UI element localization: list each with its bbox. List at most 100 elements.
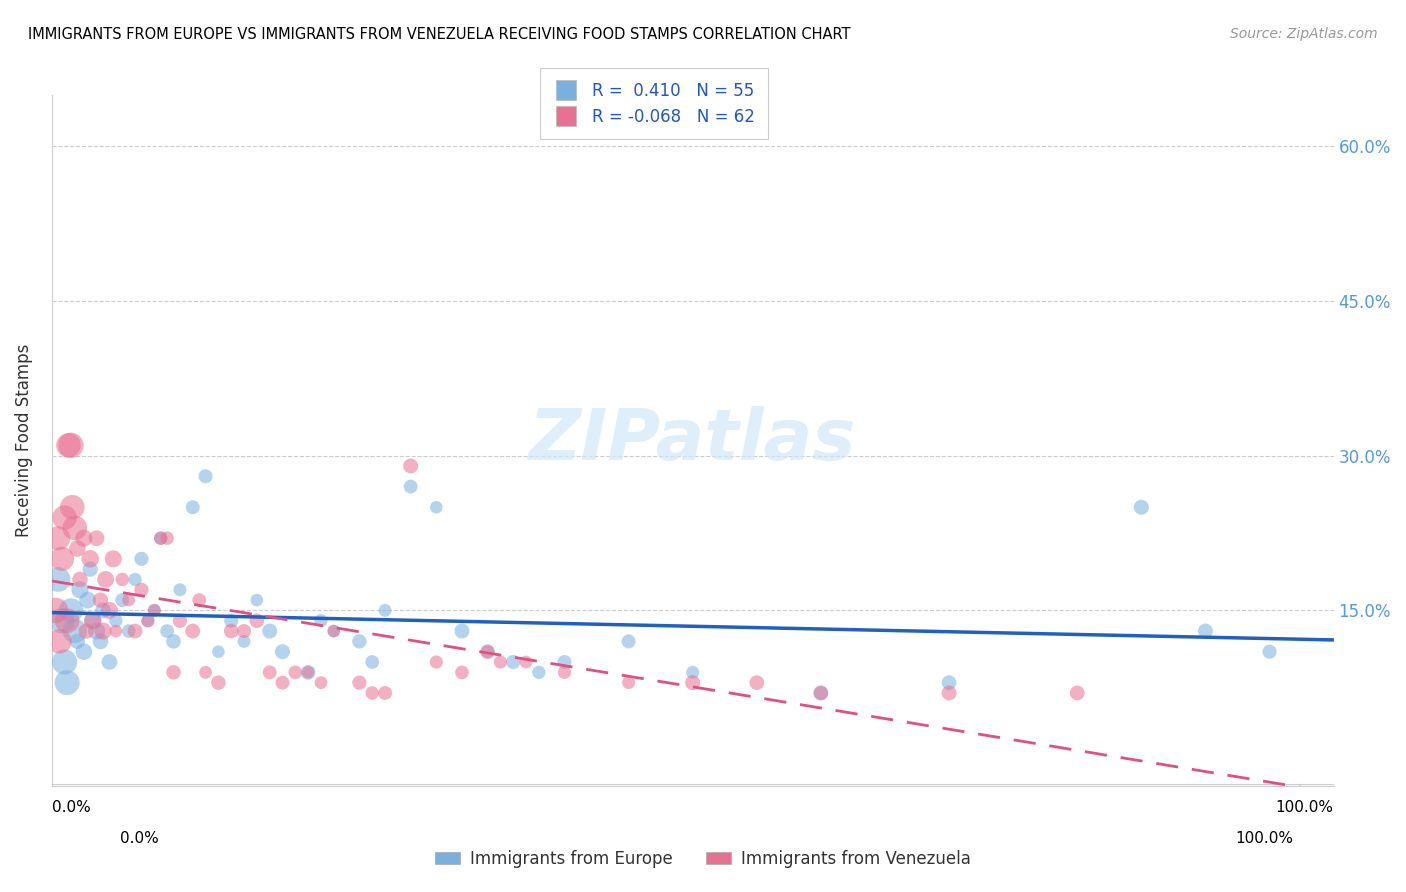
Point <box>219 624 242 638</box>
Point <box>91 624 114 638</box>
Point <box>131 551 153 566</box>
Point <box>56 675 79 690</box>
Y-axis label: Receiving Food Stamps: Receiving Food Stamps <box>15 343 32 537</box>
Point <box>118 593 141 607</box>
Point <box>86 531 108 545</box>
Point <box>82 614 104 628</box>
Point <box>233 634 256 648</box>
Point <box>104 614 127 628</box>
Point <box>399 480 422 494</box>
Text: 0.0%: 0.0% <box>120 831 159 846</box>
Point <box>51 614 73 628</box>
Point <box>309 675 332 690</box>
Point <box>94 573 117 587</box>
Legend: R =  0.410   N = 55, R = -0.068   N = 62: R = 0.410 N = 55, R = -0.068 N = 62 <box>540 69 768 139</box>
Point <box>89 634 111 648</box>
Point <box>374 686 396 700</box>
Point <box>425 500 447 515</box>
Point <box>60 500 83 515</box>
Point <box>451 665 474 680</box>
Point <box>527 665 550 680</box>
Point <box>188 593 211 607</box>
Point <box>181 500 204 515</box>
Point <box>259 665 281 680</box>
Point <box>374 603 396 617</box>
Point <box>48 634 70 648</box>
Point <box>1258 645 1281 659</box>
Point <box>82 614 104 628</box>
Text: 0.0%: 0.0% <box>52 799 90 814</box>
Point <box>66 541 89 556</box>
Point <box>682 665 704 680</box>
Point <box>149 531 172 545</box>
Point <box>156 531 179 545</box>
Point <box>271 645 294 659</box>
Point <box>73 531 96 545</box>
Point <box>297 665 319 680</box>
Point <box>938 675 960 690</box>
Point <box>361 686 384 700</box>
Point <box>56 614 79 628</box>
Point <box>63 521 86 535</box>
Point <box>810 686 832 700</box>
Point <box>207 675 229 690</box>
Point <box>1194 624 1216 638</box>
Point <box>59 603 82 617</box>
Point <box>104 624 127 638</box>
Point <box>124 573 146 587</box>
Point <box>53 510 76 524</box>
Point <box>66 634 89 648</box>
Point <box>169 582 191 597</box>
Point <box>246 614 269 628</box>
Point <box>515 655 537 669</box>
Legend: Immigrants from Europe, Immigrants from Venezuela: Immigrants from Europe, Immigrants from … <box>429 844 977 875</box>
Point <box>149 531 172 545</box>
Point <box>98 603 121 617</box>
Point <box>399 458 422 473</box>
Point <box>45 603 67 617</box>
Point <box>349 675 371 690</box>
Point <box>361 655 384 669</box>
Point <box>502 655 524 669</box>
Point <box>219 614 242 628</box>
Point <box>297 665 319 680</box>
Point <box>349 634 371 648</box>
Point <box>156 624 179 638</box>
Point <box>111 573 134 587</box>
Point <box>89 593 111 607</box>
Point <box>271 675 294 690</box>
Point <box>63 624 86 638</box>
Point <box>553 665 575 680</box>
Point <box>69 582 91 597</box>
Point <box>136 614 159 628</box>
Point <box>451 624 474 638</box>
Point <box>91 603 114 617</box>
Point <box>118 624 141 638</box>
Point <box>322 624 344 638</box>
Point <box>51 551 73 566</box>
Point <box>617 675 640 690</box>
Point <box>86 624 108 638</box>
Point <box>59 438 82 452</box>
Point <box>322 624 344 638</box>
Text: ZIPatlas: ZIPatlas <box>529 406 856 475</box>
Point <box>207 645 229 659</box>
Point <box>284 665 307 680</box>
Point <box>79 562 101 576</box>
Point <box>143 603 166 617</box>
Point <box>111 593 134 607</box>
Point <box>181 624 204 638</box>
Text: IMMIGRANTS FROM EUROPE VS IMMIGRANTS FROM VENEZUELA RECEIVING FOOD STAMPS CORREL: IMMIGRANTS FROM EUROPE VS IMMIGRANTS FRO… <box>28 27 851 42</box>
Point <box>309 614 332 628</box>
Point <box>553 655 575 669</box>
Point <box>46 531 69 545</box>
Point <box>233 624 256 638</box>
Point <box>477 645 499 659</box>
Point <box>162 634 184 648</box>
Text: Source: ZipAtlas.com: Source: ZipAtlas.com <box>1230 27 1378 41</box>
Point <box>58 438 80 452</box>
Point <box>810 686 832 700</box>
Point <box>938 686 960 700</box>
Point <box>425 655 447 669</box>
Point <box>79 551 101 566</box>
